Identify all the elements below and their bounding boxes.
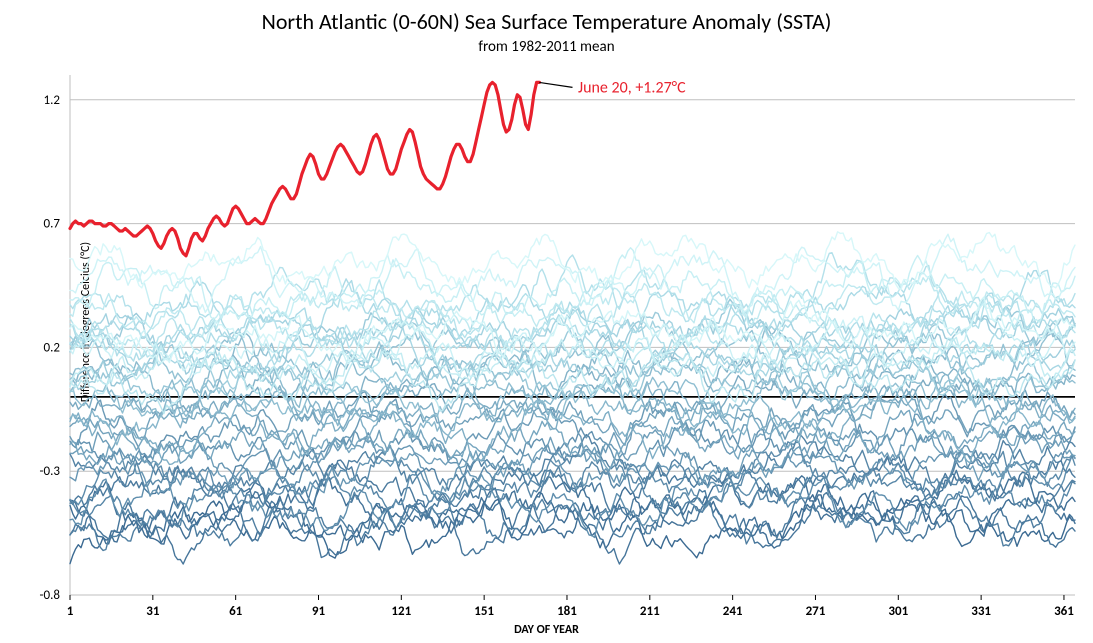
svg-text:271: 271 bbox=[806, 604, 826, 619]
svg-text:31: 31 bbox=[146, 604, 160, 619]
svg-text:61: 61 bbox=[229, 604, 243, 619]
svg-text:301: 301 bbox=[888, 604, 908, 619]
svg-text:211: 211 bbox=[640, 604, 660, 619]
highlight-series bbox=[70, 82, 539, 255]
svg-text:121: 121 bbox=[391, 604, 411, 619]
svg-text:-0.3: -0.3 bbox=[40, 464, 61, 479]
chart-svg: -0.8 -0.3 0.2 0.7 1.2 1 31 61 91 121 151 181 211 241 2… bbox=[0, 0, 1093, 643]
annotation-text: June 20, +1.27°C bbox=[578, 78, 686, 97]
annotation-leader bbox=[539, 82, 572, 87]
svg-text:0.2: 0.2 bbox=[44, 340, 61, 355]
svg-text:-0.8: -0.8 bbox=[40, 588, 61, 603]
chart-container: { "chart": { "type": "line", "title": "N… bbox=[0, 0, 1093, 643]
svg-text:181: 181 bbox=[557, 604, 577, 619]
svg-text:241: 241 bbox=[723, 604, 743, 619]
svg-text:1.2: 1.2 bbox=[44, 93, 61, 108]
svg-text:0.7: 0.7 bbox=[44, 217, 61, 232]
svg-text:331: 331 bbox=[971, 604, 991, 619]
svg-text:361: 361 bbox=[1054, 604, 1074, 619]
baseline-series bbox=[70, 234, 1075, 312]
svg-text:91: 91 bbox=[312, 604, 326, 619]
svg-text:151: 151 bbox=[474, 604, 494, 619]
baseline-series bbox=[70, 428, 1075, 488]
svg-text:1: 1 bbox=[67, 604, 74, 619]
